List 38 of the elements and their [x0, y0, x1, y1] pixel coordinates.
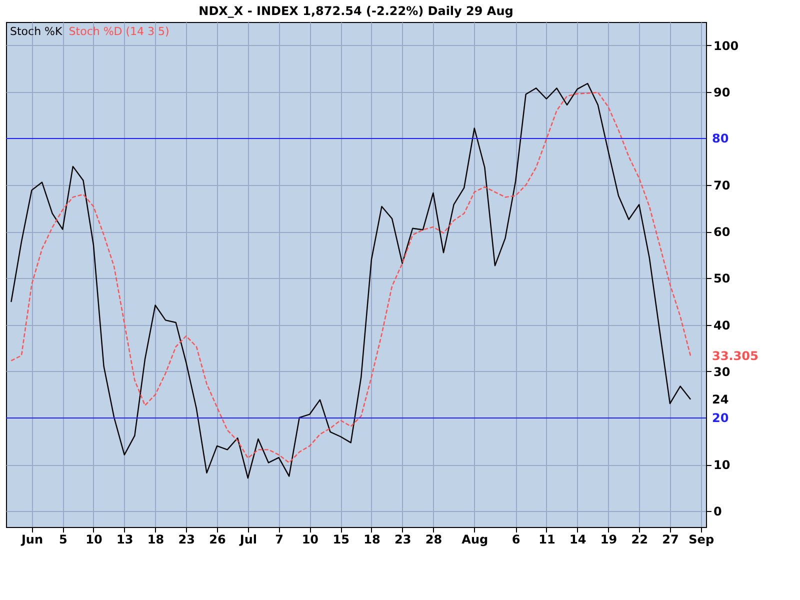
x-tick-label: 19 — [600, 532, 618, 546]
y-tick-label: 40 — [714, 318, 730, 332]
data-label: 24 — [712, 392, 729, 406]
x-tick-label: 18 — [364, 532, 380, 546]
y-tick-label: 90 — [714, 85, 730, 100]
x-tick-label: 23 — [178, 532, 195, 546]
y-tick-label: 50 — [714, 272, 730, 286]
x-tick-label: 23 — [394, 532, 412, 546]
y-tick-label: 0 — [714, 504, 722, 519]
chart-title: NDX_X - INDEX 1,872.54 (-2.22%) Daily 29 Aug — [198, 4, 514, 18]
text: Stoch %D (14 3 5) — [68, 25, 170, 38]
x-tick-label: 13 — [116, 532, 134, 546]
x-tick-label: 14 — [569, 532, 586, 546]
y-tick-label: 30 — [714, 364, 730, 379]
y-tick-label: 70 — [714, 178, 730, 193]
x-tick-label: Aug — [462, 532, 488, 546]
x-tick-label: 11 — [538, 532, 556, 546]
y-tick-label: 60 — [714, 225, 730, 240]
x-tick-label: 15 — [332, 532, 350, 546]
x-tick-label: Sep — [688, 532, 714, 546]
x-tick-label: 10 — [86, 532, 102, 546]
x-tick-label: 27 — [662, 532, 679, 546]
x-tick-label: 18 — [147, 532, 164, 546]
y-tick-label: 100 — [714, 38, 739, 53]
text: Stoch %K — [10, 25, 63, 38]
x-tick-label: 6 — [512, 532, 520, 546]
data-label: 33.305 — [712, 349, 758, 364]
x-tick-label: 28 — [425, 532, 442, 546]
ref-line-label: 20 — [712, 410, 729, 425]
x-tick-label: Jul — [238, 532, 257, 546]
x-tick-label: 7 — [275, 532, 284, 546]
x-tick-label: 22 — [631, 532, 648, 546]
x-tick-label: 26 — [209, 532, 226, 546]
x-tick-label: 10 — [302, 532, 319, 546]
y-tick-label: 10 — [714, 458, 730, 472]
ref-line-label: 80 — [712, 131, 729, 146]
x-tick-label: Jun — [20, 532, 44, 546]
x-tick-label: 5 — [58, 532, 68, 546]
